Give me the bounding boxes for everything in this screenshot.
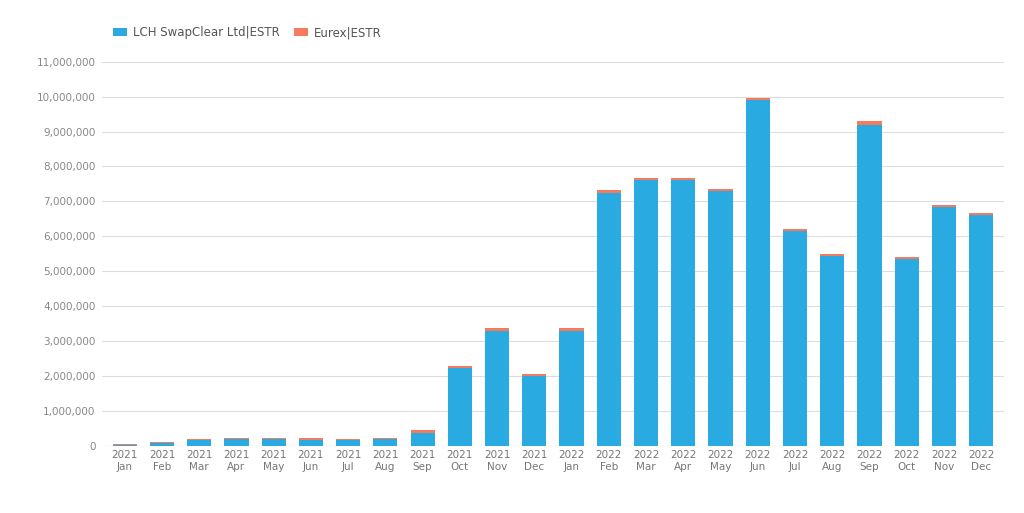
Bar — [671, 181, 695, 446]
Bar — [709, 188, 732, 191]
Bar — [113, 444, 137, 445]
Bar — [447, 368, 472, 446]
Bar — [187, 439, 211, 440]
Bar — [857, 121, 882, 125]
Bar — [485, 328, 509, 331]
Bar — [597, 190, 621, 193]
Bar — [411, 433, 435, 446]
Bar — [932, 205, 956, 207]
Bar — [447, 366, 472, 368]
Bar — [224, 438, 249, 439]
Bar — [224, 439, 249, 446]
Bar — [374, 439, 397, 446]
Bar — [522, 373, 547, 377]
Bar — [485, 331, 509, 446]
Bar — [374, 438, 397, 439]
Bar — [969, 213, 993, 215]
Bar — [783, 231, 807, 446]
Bar — [150, 442, 174, 443]
Bar — [150, 443, 174, 446]
Bar — [783, 229, 807, 231]
Bar — [634, 181, 658, 446]
Bar — [336, 440, 360, 446]
Bar — [857, 125, 882, 446]
Bar — [932, 207, 956, 446]
Bar — [597, 193, 621, 446]
Bar — [709, 191, 732, 446]
Bar — [299, 440, 323, 446]
Bar — [559, 331, 584, 446]
Bar — [820, 255, 845, 446]
Bar — [895, 257, 919, 259]
Bar — [671, 177, 695, 181]
Bar — [745, 98, 770, 100]
Bar — [634, 177, 658, 181]
Bar — [895, 259, 919, 446]
Bar — [261, 439, 286, 446]
Bar — [411, 429, 435, 433]
Bar — [745, 100, 770, 446]
Bar — [522, 377, 547, 446]
Bar — [559, 328, 584, 331]
Bar — [336, 439, 360, 440]
Bar — [261, 438, 286, 439]
Bar — [969, 215, 993, 446]
Bar — [299, 439, 323, 440]
Bar — [113, 445, 137, 446]
Bar — [187, 440, 211, 446]
Legend: LCH SwapClear Ltd|ESTR, Eurex|ESTR: LCH SwapClear Ltd|ESTR, Eurex|ESTR — [109, 22, 386, 44]
Bar — [820, 253, 845, 255]
